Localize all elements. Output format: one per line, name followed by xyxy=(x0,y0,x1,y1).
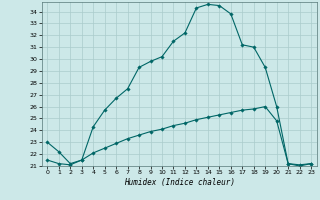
X-axis label: Humidex (Indice chaleur): Humidex (Indice chaleur) xyxy=(124,178,235,187)
